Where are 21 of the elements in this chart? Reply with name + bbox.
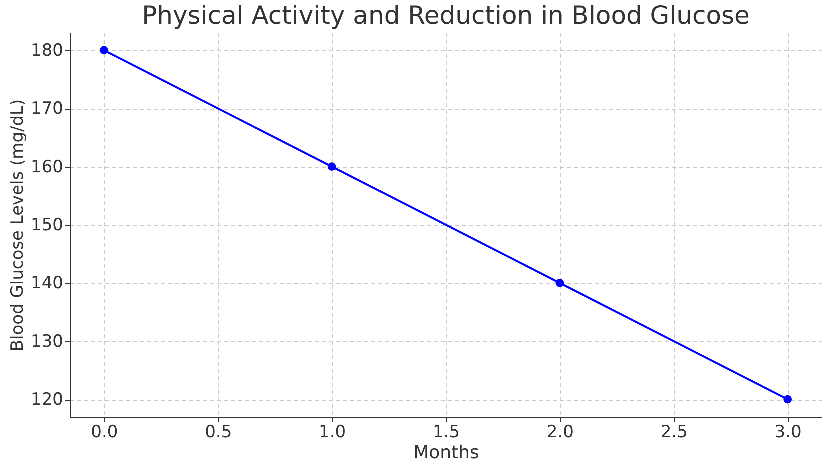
x-tick-label: 1.5 <box>432 422 460 442</box>
y-axis-title: Blood Glucose Levels (mg/dL) <box>8 99 28 352</box>
x-tick-label: 0.5 <box>205 422 232 442</box>
x-tick-label: 2.0 <box>546 422 574 442</box>
y-tick-label: 150 <box>31 216 64 236</box>
x-tick-label: 1.0 <box>319 422 346 442</box>
chart-title: Physical Activity and Reduction in Blood Glucose <box>142 1 750 30</box>
y-tick-label: 140 <box>31 274 64 294</box>
x-tick-label: 3.0 <box>774 422 802 442</box>
y-tick-label: 120 <box>31 390 64 410</box>
y-tick-label: 180 <box>31 40 64 61</box>
x-tick-label: 2.5 <box>660 422 688 442</box>
x-tick-label: 0.0 <box>91 422 118 442</box>
point <box>328 162 336 171</box>
x-axis-title: Months <box>414 442 480 464</box>
y-tick-label: 160 <box>31 157 64 178</box>
y-tick-label: 170 <box>31 99 64 120</box>
point <box>100 46 108 55</box>
point <box>784 395 792 404</box>
y-tick-label: 130 <box>31 332 64 352</box>
point <box>556 279 564 288</box>
